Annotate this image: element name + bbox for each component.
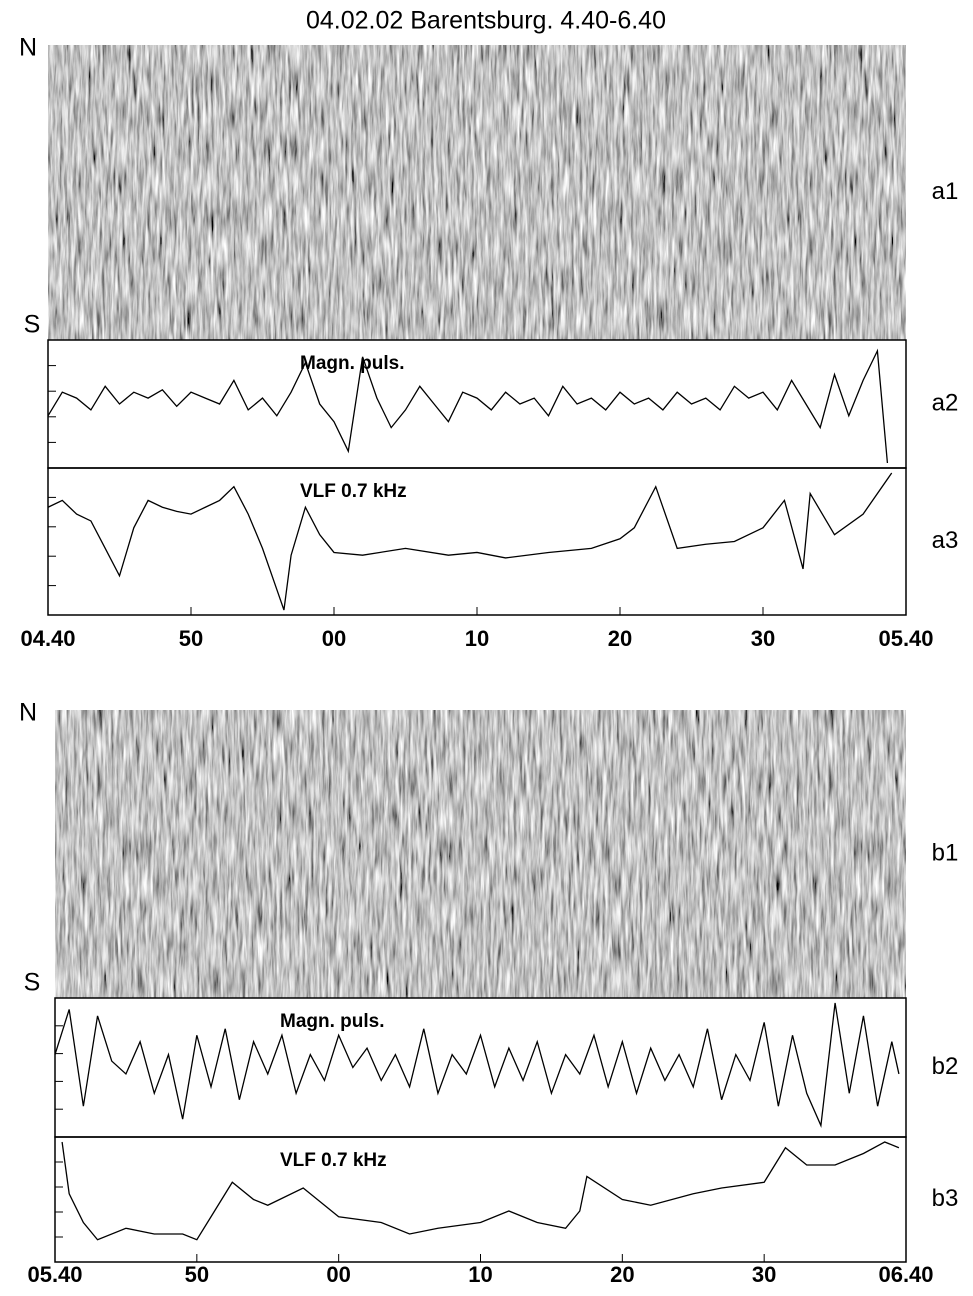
- panel-label: a2: [932, 389, 959, 416]
- trace-name: Magn. puls.: [280, 1011, 385, 1032]
- x-tick-label: 06.40: [878, 1262, 933, 1287]
- panel-label: a3: [932, 527, 959, 554]
- x-tick-label: 10: [468, 1262, 492, 1287]
- x-tick-label: 00: [326, 1262, 350, 1287]
- trace-name: VLF 0.7 kHz: [280, 1150, 387, 1171]
- x-tick-label: 00: [322, 626, 346, 651]
- x-tick-label: 30: [752, 1262, 776, 1287]
- x-tick-label: 20: [610, 1262, 634, 1287]
- trace: [47, 472, 893, 611]
- trace-panel: [47, 339, 907, 469]
- figure-title: 04.02.02 Barentsburg. 4.40-6.40: [306, 7, 666, 35]
- trace-name: Magn. puls.: [300, 353, 405, 374]
- x-tick-label: 20: [608, 626, 632, 651]
- trace-panel: [47, 467, 907, 616]
- keogram: [47, 44, 907, 341]
- panel-label: b3: [932, 1185, 959, 1212]
- trace: [47, 348, 889, 464]
- trace-name: VLF 0.7 kHz: [300, 481, 407, 502]
- panel-label: b2: [932, 1053, 959, 1080]
- keogram-south: S: [24, 969, 41, 997]
- panel-label: b1: [932, 839, 959, 866]
- trace: [61, 1141, 900, 1241]
- trace-panel: [54, 1136, 907, 1263]
- x-tick-label: 50: [185, 1262, 209, 1287]
- x-tick-label: 05.40: [27, 1262, 82, 1287]
- keogram: [54, 709, 907, 999]
- x-tick-label: 10: [465, 626, 489, 651]
- x-tick-label: 50: [179, 626, 203, 651]
- trace: [54, 1002, 900, 1129]
- keogram-north: N: [19, 699, 37, 727]
- x-tick-label: 30: [751, 626, 775, 651]
- keogram-south: S: [24, 311, 41, 339]
- keogram-north: N: [19, 34, 37, 62]
- x-tick-label: 04.40: [20, 626, 75, 651]
- x-tick-label: 05.40: [878, 626, 933, 651]
- panel-label: a1: [932, 178, 959, 205]
